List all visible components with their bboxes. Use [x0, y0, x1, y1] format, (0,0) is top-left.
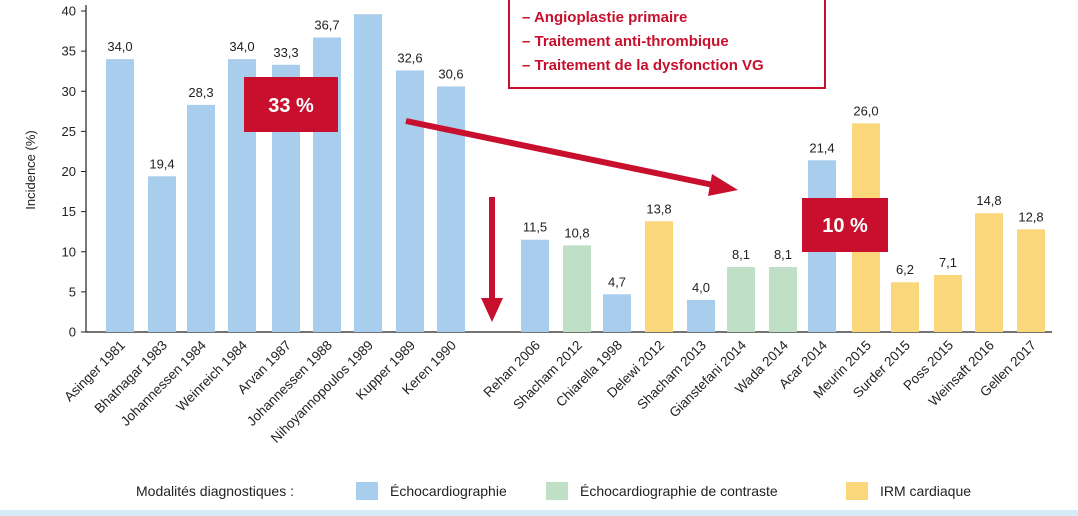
- bar-value-label: 4,7: [608, 274, 626, 289]
- bar-value-label: 10,8: [564, 225, 589, 240]
- treatment-box-frame: [508, 0, 826, 89]
- bar-echo: [148, 176, 176, 332]
- bar-value-label: 30,6: [438, 66, 463, 81]
- bar-value-label: 26,0: [853, 103, 878, 118]
- y-tick-label: 35: [62, 44, 76, 59]
- legend-swatch-echo: [356, 482, 378, 500]
- bar-contrast: [563, 245, 591, 332]
- bar-irm: [645, 221, 673, 332]
- bar-echo: [354, 14, 382, 333]
- badge-33: 33 %: [244, 77, 338, 132]
- bar-irm: [934, 275, 962, 332]
- bar-echo: [437, 86, 465, 332]
- bar-echo: [106, 59, 134, 333]
- bar-value-label: 28,3: [188, 85, 213, 100]
- bar-irm: [975, 213, 1003, 332]
- badge-10-text: 10 %: [822, 215, 868, 237]
- bar-value-label: 19,4: [149, 156, 174, 171]
- bars: [106, 14, 1045, 333]
- bar-value-label: 8,1: [732, 247, 750, 262]
- badge-10: 10 %: [802, 198, 888, 252]
- badge-33-text: 33 %: [268, 95, 314, 117]
- bar-value-label: 33,3: [273, 45, 298, 60]
- y-tick-label: 30: [62, 84, 76, 99]
- category-label: Gianstefani 2014: [666, 337, 749, 420]
- y-tick-label: 0: [69, 325, 76, 340]
- legend-swatch-irm: [846, 482, 868, 500]
- bar-value-label: 4,0: [692, 280, 710, 295]
- legend-label-echo: Échocardiographie: [390, 483, 507, 499]
- y-tick-label: 20: [62, 164, 76, 179]
- bar-value-label: 14,8: [976, 193, 1001, 208]
- bar-echo: [187, 104, 215, 332]
- legend-label-irm: IRM cardiaque: [880, 483, 971, 499]
- bar-value-label: 8,1: [774, 247, 792, 262]
- value-labels: 34,0 19,4 28,3 34,0 33,3 36,7 32,6 30,6 11,5 10,8…: [107, 17, 1043, 294]
- bar-value-label: 7,1: [939, 255, 957, 270]
- decrease-arrow-icon: [405, 118, 738, 196]
- bar-irm: [1017, 229, 1045, 332]
- bar-echo: [603, 294, 631, 332]
- y-tick-label: 25: [62, 124, 76, 139]
- bar-value-label: 11,5: [523, 220, 547, 235]
- bar-value-label: 34,0: [229, 39, 254, 54]
- bar-value-label: 13,8: [646, 201, 671, 216]
- bar-value-label: 32,6: [397, 50, 422, 65]
- y-axis-label: Incidence (%): [23, 130, 38, 209]
- legend: Modalités diagnostiques : Échocardiograp…: [136, 482, 971, 500]
- bar-value-label: 34,0: [107, 39, 132, 54]
- treatment-box: – Angioplastie primaire – Traitement ant…: [508, 0, 826, 89]
- y-tick-label: 40: [62, 4, 76, 19]
- bar-value-label: 36,7: [314, 17, 339, 32]
- bar-echo: [396, 70, 424, 332]
- treatment-line-3: – Traitement de la dysfonction VG: [522, 57, 764, 74]
- down-arrow-icon: [481, 197, 503, 322]
- bar-value-label: 12,8: [1018, 209, 1043, 224]
- bar-value-label: 21,4: [809, 140, 834, 155]
- y-tick-label: 15: [62, 204, 76, 219]
- y-tick-label: 5: [69, 284, 76, 299]
- bar-echo: [521, 239, 549, 332]
- bar-echo: [687, 299, 715, 332]
- legend-title: Modalités diagnostiques :: [136, 483, 294, 499]
- treatment-line-2: – Traitement anti-thrombique: [522, 33, 729, 50]
- bottom-border: [0, 510, 1078, 516]
- bar-contrast: [727, 266, 755, 332]
- bar-irm: [891, 282, 919, 332]
- legend-swatch-contrast: [546, 482, 568, 500]
- treatment-line-1: – Angioplastie primaire: [522, 9, 687, 26]
- bar-value-label: 6,2: [896, 262, 914, 277]
- legend-label-contrast: Échocardiographie de contraste: [580, 483, 778, 499]
- bar-contrast: [769, 266, 797, 332]
- y-tick-label: 10: [62, 244, 76, 259]
- category-label: Weinreich 1984: [173, 337, 250, 414]
